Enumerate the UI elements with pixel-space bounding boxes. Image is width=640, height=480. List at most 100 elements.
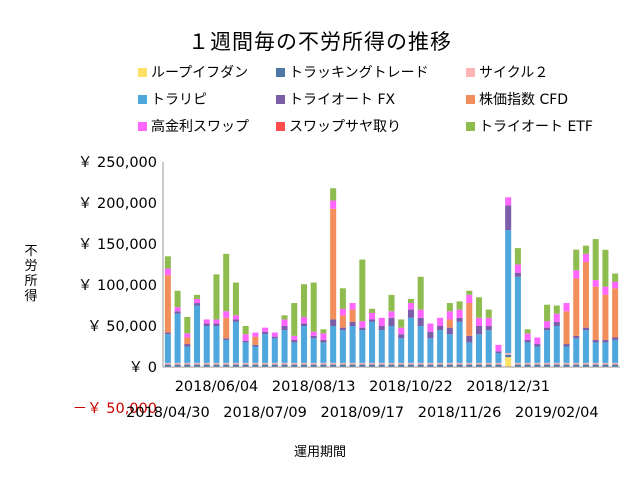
legend-label: トラリピ bbox=[151, 92, 207, 108]
bar-segment bbox=[437, 326, 444, 331]
bar-segment bbox=[485, 326, 492, 331]
y-axis-ticks: ￥ 250,000 ￥ 200,000 ￥ 150,000 ￥ 100,000 ￥ 50… bbox=[73, 155, 157, 417]
bar-segment bbox=[242, 340, 249, 343]
bar-segment bbox=[553, 305, 560, 314]
bar-segment bbox=[407, 309, 414, 318]
bar-segment bbox=[582, 362, 589, 365]
bar-segment bbox=[330, 200, 337, 209]
bar-segment bbox=[602, 339, 609, 343]
bar-segment bbox=[524, 339, 531, 343]
bar-segment bbox=[582, 262, 589, 328]
bar-segment bbox=[534, 364, 541, 367]
bar-segment bbox=[437, 364, 444, 367]
bar-segment bbox=[184, 364, 191, 367]
bar-segment bbox=[281, 319, 288, 326]
legend-label: ループイフダン bbox=[151, 65, 249, 81]
bar-segment bbox=[369, 312, 376, 320]
bar-segment bbox=[194, 303, 201, 306]
bar-segment bbox=[427, 364, 434, 367]
bar-segment bbox=[476, 317, 483, 326]
bar-segment bbox=[427, 323, 434, 332]
x-axis-label: 運用期間 bbox=[293, 445, 346, 460]
bar-segment bbox=[281, 315, 288, 320]
bar-segment bbox=[174, 313, 181, 363]
bar-segment bbox=[388, 364, 395, 367]
bar-segment bbox=[417, 326, 424, 363]
bar-segment bbox=[164, 275, 171, 333]
bar-segment bbox=[563, 346, 570, 363]
bar-segment bbox=[427, 338, 434, 363]
bar-segment bbox=[466, 362, 473, 365]
bar-segment bbox=[359, 364, 366, 367]
bar-segment bbox=[310, 362, 317, 365]
y-axis-label: 不労所得 bbox=[24, 244, 38, 304]
bar-segment bbox=[184, 344, 191, 347]
bar-segment bbox=[378, 330, 385, 363]
bar-segment bbox=[602, 364, 609, 367]
bar-segment bbox=[320, 342, 327, 363]
bar-segment bbox=[388, 294, 395, 312]
bar-segment bbox=[291, 362, 298, 365]
bar-segment bbox=[544, 327, 551, 331]
bar-segment bbox=[330, 362, 337, 365]
bar-segment bbox=[291, 342, 298, 363]
bar-segment bbox=[359, 330, 366, 363]
bar-segment bbox=[232, 362, 239, 365]
bar-segment bbox=[300, 326, 308, 363]
bar-segment bbox=[369, 308, 376, 313]
bar-segment bbox=[310, 335, 317, 339]
bar-segment bbox=[223, 364, 230, 367]
bar-segment bbox=[485, 330, 492, 363]
x-tick-label: 2018/11/26 bbox=[418, 405, 502, 421]
bar-segment bbox=[291, 335, 298, 340]
bar-segment bbox=[437, 317, 444, 326]
x-axis-ticks: 2018/06/04 2018/08/13 2018/10/22 2018/12/31… bbox=[126, 379, 598, 421]
bar-segment bbox=[573, 278, 580, 336]
bar-segment bbox=[524, 333, 531, 340]
bar-segment bbox=[174, 364, 181, 367]
bar-segment bbox=[174, 307, 181, 312]
bar-segment bbox=[514, 364, 521, 367]
legend-swatch bbox=[276, 121, 285, 131]
legend-label: トラッキングトレード bbox=[289, 65, 429, 81]
bar-segment bbox=[194, 305, 201, 363]
bar-segment bbox=[514, 264, 521, 273]
bar-segment bbox=[563, 362, 570, 365]
y-tick-label: ￥ 200,000 bbox=[78, 196, 157, 212]
bar-segment bbox=[456, 362, 463, 365]
bar-segment bbox=[417, 276, 424, 310]
bar-segment bbox=[232, 321, 239, 363]
legend-swatch bbox=[276, 67, 285, 77]
bar-segment bbox=[369, 364, 376, 367]
bar-segment bbox=[271, 332, 278, 337]
bar-segment bbox=[544, 364, 551, 367]
bar-segment bbox=[582, 327, 589, 331]
bar-segment bbox=[398, 327, 405, 335]
bar-segment bbox=[592, 364, 599, 367]
bar-segment bbox=[466, 364, 473, 367]
bar-segment bbox=[378, 362, 385, 365]
bar-segment bbox=[456, 364, 463, 367]
bar-segment bbox=[388, 326, 395, 363]
bar-segment bbox=[300, 284, 308, 317]
bar-segment bbox=[281, 362, 288, 365]
bar-segment bbox=[407, 298, 414, 304]
bar-segment bbox=[223, 338, 230, 340]
legend-label: 高金利スワップ bbox=[151, 119, 249, 135]
y-tick-label: －￥ 50,000 bbox=[73, 401, 157, 417]
bar-segment bbox=[446, 364, 453, 367]
bar-segment bbox=[534, 362, 541, 365]
bar-segment bbox=[417, 362, 424, 365]
bar-segment bbox=[495, 364, 502, 367]
bar-segment bbox=[252, 344, 259, 347]
legend-item: ループイフダン bbox=[138, 64, 248, 82]
bar-segment bbox=[349, 326, 356, 363]
bar-segment bbox=[242, 362, 249, 365]
bar-segment bbox=[446, 362, 453, 365]
bar-segment bbox=[505, 205, 512, 231]
y-tick-label: ￥ 0 bbox=[129, 360, 157, 376]
bar-segment bbox=[300, 316, 308, 324]
bar-segment bbox=[242, 326, 249, 335]
bar-segment bbox=[534, 346, 541, 363]
bar-segment bbox=[388, 362, 395, 365]
